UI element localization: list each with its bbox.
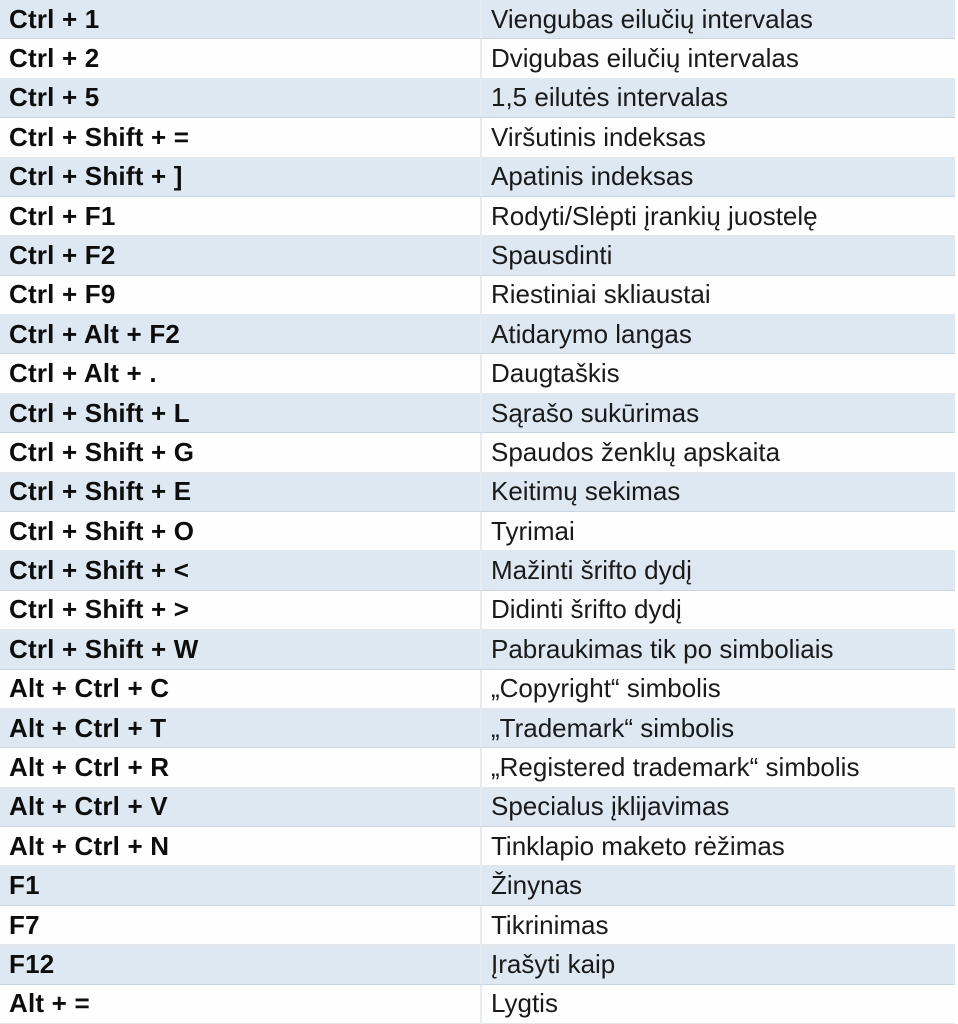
description-cell: Spausdinti — [480, 236, 955, 275]
table-row: Ctrl + F2 Spausdinti — [0, 236, 955, 276]
shortcut-cell: Alt + Ctrl + T — [9, 712, 167, 743]
description-cell: Tinklapio maketo rėžimas — [480, 827, 955, 866]
shortcut-cell: Alt + Ctrl + N — [9, 830, 170, 861]
shortcut-cell: Ctrl + F1 — [9, 200, 116, 231]
table-row: F7 Tikrinimas — [0, 905, 955, 946]
shortcut-cell: Ctrl + Shift + L — [9, 397, 190, 428]
table-row: Ctrl + Alt + F2 Atidarymo langas — [0, 315, 955, 355]
table-row: Alt + = Lygtis — [0, 984, 955, 1024]
table-row: Ctrl + Shift + O Tyrimai — [0, 512, 955, 552]
shortcut-cell: Ctrl + 5 — [9, 82, 100, 113]
description-cell: Apatinis indeksas — [480, 157, 955, 196]
table-row: Ctrl + 5 1,5 eilutės intervalas — [0, 78, 955, 119]
description-cell: Mažinti šrifto dydį — [480, 551, 955, 590]
description-cell: „Copyright“ simbolis — [480, 669, 955, 708]
table-row: Ctrl + Shift + ] Apatinis indeksas — [0, 157, 955, 197]
description-cell: 1,5 eilutės intervalas — [480, 78, 955, 118]
table-row: Ctrl + 1 Viengubas eilučių intervalas — [0, 0, 955, 40]
shortcut-cell: Ctrl + Shift + ] — [9, 161, 183, 192]
description-cell: Daugtaškis — [480, 354, 955, 393]
table-row: Alt + Ctrl + T „Trademark“ simbolis — [0, 708, 955, 749]
shortcut-cell: Ctrl + 1 — [9, 3, 100, 34]
description-cell: Tyrimai — [480, 512, 955, 551]
shortcut-cell: F1 — [9, 870, 40, 901]
shortcut-cell: F7 — [9, 909, 40, 940]
shortcut-cell: Ctrl + F2 — [9, 239, 116, 270]
shortcut-cell: Alt + Ctrl + R — [9, 751, 170, 782]
shortcut-cell: Ctrl + Shift + < — [9, 555, 190, 586]
table-row: Ctrl + 2 Dvigubas eilučių intervalas — [0, 39, 955, 79]
table-row: Alt + Ctrl + V Specialus įklijavimas — [0, 787, 955, 828]
description-cell: Įrašyti kaip — [480, 945, 955, 984]
description-cell: Tikrinimas — [480, 905, 955, 945]
description-cell: „Trademark“ simbolis — [480, 708, 955, 748]
description-cell: Riestiniai skliaustai — [480, 275, 955, 315]
table-row: Alt + Ctrl + N Tinklapio maketo rėžimas — [0, 827, 955, 867]
shortcut-cell: Ctrl + Shift + = — [9, 121, 190, 152]
table-row: Ctrl + F9 Riestiniai skliaustai — [0, 275, 955, 316]
shortcut-cell: Ctrl + Shift + W — [9, 633, 199, 664]
description-cell: Atidarymo langas — [480, 315, 955, 354]
table-row: Alt + Ctrl + R „Registered trademark“ sim… — [0, 748, 955, 788]
description-cell: Pabraukimas tik po simboliais — [480, 630, 955, 669]
table-row: Ctrl + Shift + < Mažinti šrifto dydį — [0, 551, 955, 591]
table-row: Ctrl + Shift + W Pabraukimas tik po simbo… — [0, 630, 955, 670]
description-cell: Viengubas eilučių intervalas — [480, 0, 955, 39]
table-row: Ctrl + F1 Rodyti/Slėpti įrankių juostelę — [0, 196, 955, 237]
shortcut-cell: Ctrl + Shift + G — [9, 436, 195, 467]
table-row: F1 Žinynas — [0, 866, 955, 906]
description-cell: Keitimų sekimas — [480, 472, 955, 511]
shortcut-cell: Ctrl + Shift + > — [9, 594, 190, 625]
shortcut-cell: Ctrl + Shift + O — [9, 515, 195, 546]
table-row: Alt + Ctrl + C „Copyright“ simbolis — [0, 669, 955, 709]
shortcut-cell: Ctrl + Shift + E — [9, 476, 192, 507]
table-row: Ctrl + Shift + G Spaudos ženklų apskaita — [0, 433, 955, 473]
shortcut-cell: Alt + Ctrl + V — [9, 791, 168, 822]
shortcut-cell: Ctrl + 2 — [9, 43, 100, 74]
description-cell: Sąrašo sukūrimas — [480, 393, 955, 433]
shortcut-cell: Ctrl + F9 — [9, 279, 116, 310]
table-row: F12 Įrašyti kaip — [0, 945, 955, 985]
table-row: Ctrl + Shift + = Viršutinis indeksas — [0, 118, 955, 158]
shortcut-cell: Ctrl + Alt + F2 — [9, 318, 181, 349]
table-row: Ctrl + Shift + L Sąrašo sukūrimas — [0, 393, 955, 434]
table-row: Ctrl + Shift + E Keitimų sekimas — [0, 472, 955, 512]
description-cell: Viršutinis indeksas — [480, 118, 955, 157]
description-cell: Rodyti/Slėpti įrankių juostelę — [480, 196, 955, 236]
shortcut-cell: Alt + = — [9, 988, 90, 1019]
description-cell: Dvigubas eilučių intervalas — [480, 39, 955, 78]
table-row: Ctrl + Alt + . Daugtaškis — [0, 354, 955, 394]
description-cell: „Registered trademark“ simbolis — [480, 748, 955, 787]
table-row: Ctrl + Shift + > Didinti šrifto dydį — [0, 590, 955, 631]
description-cell: Specialus įklijavimas — [480, 787, 955, 827]
description-cell: Žinynas — [480, 866, 955, 905]
description-cell: Didinti šrifto dydį — [480, 590, 955, 630]
description-cell: Spaudos ženklų apskaita — [480, 433, 955, 472]
shortcut-cell: Alt + Ctrl + C — [9, 673, 170, 704]
description-cell: Lygtis — [480, 984, 955, 1023]
shortcut-cell: F12 — [9, 948, 55, 979]
shortcut-cell: Ctrl + Alt + . — [9, 358, 157, 389]
